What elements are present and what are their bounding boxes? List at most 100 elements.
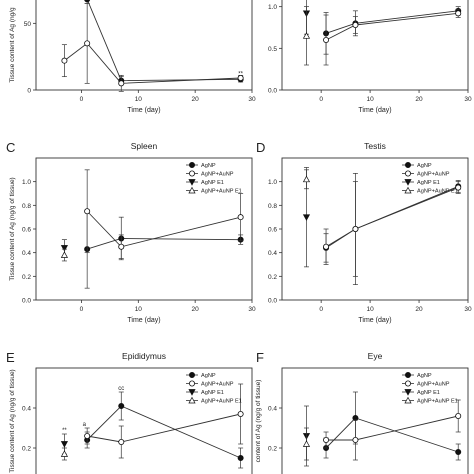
panel-letter-d: D [256, 140, 265, 155]
data-point-e-agnp-e1 [60, 441, 69, 448]
x-tick-label-c: 0 [80, 306, 84, 313]
panel-a: 0 50 0 10 20 30 Time (day) Tissue content of Ag… [9, 0, 256, 114]
annotation-e: a [83, 422, 87, 428]
y-tick-label-b: 1.0 [268, 4, 277, 11]
chart-title-e: Epididymus [122, 351, 166, 361]
x-tick-label-a: 0 [80, 96, 84, 103]
annotation-e: ** [62, 428, 67, 434]
series-line-a-agnp-aunp [64, 42, 241, 84]
series-group-f [302, 391, 462, 467]
legend-label-f: AgNP+AuNP E1 [417, 399, 458, 405]
panel-letter-f: F [256, 350, 264, 365]
x-axis-label-a: Time (day) [127, 107, 160, 114]
chart-title-f: Eye [368, 351, 383, 361]
series-line-a-agnp [86, 0, 241, 82]
legend-label-d: AgNP+AuNP E1 [417, 189, 458, 195]
data-point-c-agnp-aunp [84, 208, 91, 215]
data-point-c-agnp-aunp [118, 243, 125, 250]
data-point-f-agnp-aunp [455, 412, 462, 419]
plot-frame-d [281, 157, 469, 301]
series-line-e-agnp-aunp [87, 413, 241, 443]
data-point-e-agnp [118, 402, 125, 409]
data-point-d-agnp-e1 [302, 214, 311, 221]
legend-marker-f [404, 380, 411, 387]
series-group-b [302, 0, 462, 66]
legend-label-e: AgNP+AuNP [201, 382, 234, 388]
series-group-a [61, 0, 244, 92]
series-group-d [302, 167, 462, 285]
plot-frame-b [281, 0, 469, 91]
data-point-f-agnp-aunp [352, 436, 359, 443]
y-tick-label-c: 0.8 [22, 203, 31, 210]
data-point-d-agnp-aunp [455, 184, 462, 191]
data-point-b-agnp-aunp [352, 21, 359, 28]
y-tick-label-d: 0.4 [268, 250, 277, 257]
x-tick-label-d: 30 [464, 306, 472, 313]
y-axis-label-c: Tissue content of Ag (ng/g of tissue) [9, 177, 16, 280]
y-tick-label-a: 50 [24, 21, 32, 28]
x-tick-label-c: 30 [248, 306, 256, 313]
y-tick-label-c: 0.0 [22, 298, 31, 305]
series-line-c-agnp [87, 238, 241, 250]
data-point-f-agnp-aunp [323, 436, 330, 443]
y-axis-label-f: content of Ag (ng/g of tissue) [255, 380, 262, 463]
data-point-c-agnp-e1 [60, 245, 69, 252]
legend-label-f: AgNP+AuNP [417, 382, 450, 388]
data-point-c-agnp-aunp-e1 [60, 251, 69, 258]
x-axis-label-b: Time (day) [358, 107, 391, 114]
data-point-a-agnp-aunp [118, 80, 125, 87]
x-tick-label-d: 20 [415, 306, 423, 313]
legend-marker-d [404, 179, 412, 186]
x-tick-label-a: 10 [135, 96, 143, 103]
panel-e: 0.2 0.4 Tissue content of Ag (ng/g of tiss… [9, 351, 253, 474]
legend-marker-e [188, 371, 195, 378]
y-tick-label-e: 0.4 [22, 406, 31, 413]
legend-marker-c [188, 170, 195, 177]
y-tick-label-a: 0 [27, 88, 31, 95]
data-point-d-agnp-aunp [323, 243, 330, 250]
data-point-e-agnp-aunp-e1 [60, 450, 69, 457]
annotation-a: ** [238, 71, 243, 77]
x-tick-label-d: 10 [366, 306, 374, 313]
chart-title-c: Spleen [131, 141, 158, 151]
legend-label-d: AgNP E1 [417, 180, 440, 186]
legend-marker-e [188, 389, 196, 396]
legend-label-c: AgNP+AuNP [201, 172, 234, 178]
y-tick-label-f: 0.4 [268, 406, 277, 413]
legend-marker-d [404, 170, 411, 177]
data-point-b-agnp-aunp [455, 10, 462, 17]
x-tick-label-b: 30 [464, 96, 472, 103]
legend-marker-c [188, 179, 196, 186]
x-tick-label-c: 10 [135, 306, 143, 313]
y-tick-label-d: 0.2 [268, 274, 277, 281]
y-tick-label-c: 1.0 [22, 179, 31, 186]
y-tick-label-b: 0.5 [268, 46, 277, 53]
legend-marker-f [404, 371, 411, 378]
panel-c: 0.0 0.2 0.4 0.6 0.8 1.0 0 10 20 30 Time (day) Tissu… [9, 141, 256, 324]
plot-frame-a [35, 0, 253, 91]
y-tick-label-d: 0.8 [268, 203, 277, 210]
data-point-d-agnp-aunp [352, 225, 359, 232]
y-tick-label-c: 0.2 [22, 274, 31, 281]
y-tick-label-f: 0.2 [268, 446, 277, 453]
legend-label-e: AgNP+AuNP E1 [201, 399, 242, 405]
series-line-f-agnp [325, 417, 459, 453]
legend-marker-e [188, 380, 195, 387]
panel-d: 0.0 0.2 0.4 0.6 0.8 1.0 0 10 20 30 Time (day) Testi… [268, 141, 472, 324]
x-tick-label-b: 0 [319, 96, 323, 103]
x-tick-label-d: 0 [319, 306, 323, 313]
y-tick-label-d: 0.0 [268, 298, 277, 305]
series-group-e [60, 383, 244, 469]
data-point-e-agnp [237, 454, 244, 461]
data-point-e-agnp-aunp [237, 410, 244, 417]
legend-label-c: AgNP+AuNP E1 [201, 189, 242, 195]
x-axis-label-c: Time (day) [127, 317, 160, 324]
data-point-f-agnp-aunp-e1 [302, 440, 311, 447]
x-tick-label-a: 20 [192, 96, 200, 103]
data-point-b-agnp-aunp [323, 37, 330, 44]
y-tick-label-b: 0.0 [268, 88, 277, 95]
x-axis-label-d: Time (day) [358, 317, 391, 324]
legend-marker-e [188, 396, 196, 404]
legend-marker-c [188, 186, 196, 194]
x-tick-label-b: 10 [366, 96, 374, 103]
